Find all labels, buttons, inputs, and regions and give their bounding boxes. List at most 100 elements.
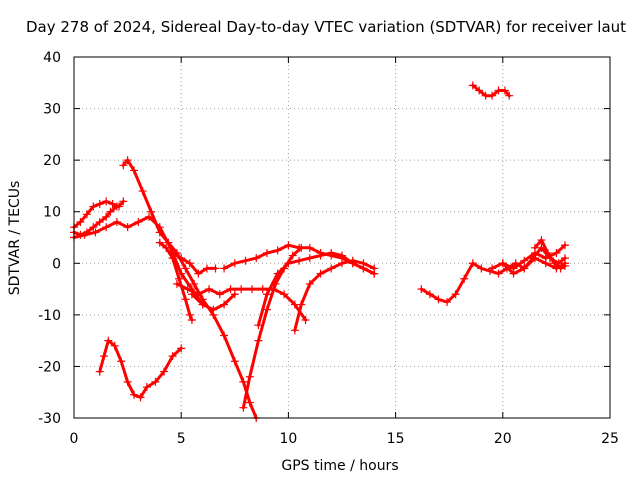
series-arc-1 bbox=[70, 197, 128, 232]
data-point bbox=[181, 295, 190, 304]
data-point bbox=[284, 241, 293, 250]
data-point bbox=[477, 264, 486, 273]
data-point bbox=[82, 210, 91, 219]
data-point bbox=[76, 230, 85, 239]
data-point bbox=[119, 197, 128, 206]
data-point bbox=[280, 290, 289, 299]
y-axis-label: SDTVAR / TECUs bbox=[7, 181, 23, 296]
data-point bbox=[258, 285, 267, 294]
data-point bbox=[108, 199, 117, 208]
data-point bbox=[102, 223, 111, 232]
data-point bbox=[164, 238, 173, 247]
data-point bbox=[185, 310, 194, 319]
data-point bbox=[520, 264, 529, 273]
data-point bbox=[468, 259, 477, 268]
data-point bbox=[230, 357, 239, 366]
data-point bbox=[183, 285, 192, 294]
data-point bbox=[434, 295, 443, 304]
data-point bbox=[112, 218, 121, 227]
data-point bbox=[123, 223, 132, 232]
data-point bbox=[104, 336, 113, 345]
data-point bbox=[123, 377, 132, 386]
data-point bbox=[147, 207, 156, 216]
data-point bbox=[247, 285, 256, 294]
data-point bbox=[316, 269, 325, 278]
data-point bbox=[220, 264, 229, 273]
x-tick-label: 10 bbox=[279, 431, 297, 447]
data-point bbox=[425, 290, 434, 299]
series-arc-5 bbox=[155, 238, 196, 325]
data-point bbox=[177, 344, 186, 353]
data-point bbox=[348, 256, 357, 265]
y-tick-label: 10 bbox=[43, 205, 61, 221]
x-tick-label: 0 bbox=[70, 431, 79, 447]
y-tick-label: -30 bbox=[38, 411, 61, 427]
data-point bbox=[211, 264, 220, 273]
data-point bbox=[297, 243, 306, 252]
data-point bbox=[252, 254, 261, 263]
data-point bbox=[175, 274, 184, 283]
data-point bbox=[145, 212, 154, 221]
data-point bbox=[89, 223, 98, 232]
data-point bbox=[305, 243, 314, 252]
x-tick-label: 20 bbox=[494, 431, 512, 447]
series-arc-17 bbox=[498, 241, 569, 273]
data-point bbox=[168, 352, 177, 361]
data-point bbox=[541, 254, 550, 263]
data-point bbox=[187, 290, 196, 299]
data-point bbox=[160, 367, 169, 376]
grid bbox=[74, 57, 610, 418]
data-point bbox=[95, 199, 104, 208]
data-point bbox=[198, 300, 207, 309]
data-point bbox=[245, 372, 254, 381]
data-point bbox=[500, 86, 509, 95]
data-point bbox=[338, 251, 346, 260]
data-point bbox=[530, 243, 539, 252]
data-point bbox=[181, 264, 190, 273]
data-point bbox=[245, 398, 254, 407]
data-point bbox=[370, 264, 379, 273]
data-point bbox=[327, 264, 336, 273]
data-point bbox=[117, 357, 126, 366]
data-point bbox=[550, 259, 559, 268]
data-point bbox=[136, 393, 145, 402]
series-arc-7 bbox=[172, 279, 310, 325]
data-point bbox=[273, 269, 282, 278]
data-point bbox=[284, 259, 293, 268]
data-point bbox=[102, 212, 111, 221]
data-point bbox=[520, 256, 529, 265]
data-point bbox=[162, 243, 171, 252]
y-tick-label: 30 bbox=[43, 102, 61, 118]
data-point bbox=[262, 305, 271, 314]
x-tick-label: 15 bbox=[387, 431, 405, 447]
series-line bbox=[241, 246, 303, 410]
data-point bbox=[110, 341, 119, 350]
x-tick-label: 25 bbox=[601, 431, 619, 447]
data-point bbox=[155, 238, 164, 247]
data-point bbox=[155, 228, 164, 237]
y-tick-label: -10 bbox=[38, 308, 61, 324]
data-point bbox=[185, 259, 194, 268]
data-point bbox=[305, 279, 314, 288]
data-point bbox=[475, 86, 484, 95]
data-point bbox=[338, 259, 346, 268]
data-point bbox=[241, 256, 250, 265]
series-arc-4 bbox=[70, 202, 121, 239]
data-point bbox=[91, 228, 100, 237]
data-point bbox=[301, 316, 310, 325]
x-tick-label: 5 bbox=[177, 431, 186, 447]
y-tick-label: 40 bbox=[43, 50, 61, 66]
data-point bbox=[215, 290, 224, 299]
data-point bbox=[460, 274, 469, 283]
data-point bbox=[288, 251, 297, 260]
data-point bbox=[254, 336, 263, 345]
series-line bbox=[98, 339, 183, 399]
series-layer bbox=[70, 81, 569, 422]
x-axis-label: GPS time / hours bbox=[281, 458, 398, 474]
data-point bbox=[254, 321, 263, 330]
data-point bbox=[262, 290, 271, 299]
data-point bbox=[505, 91, 514, 100]
data-point bbox=[262, 248, 271, 257]
data-point bbox=[142, 383, 151, 392]
